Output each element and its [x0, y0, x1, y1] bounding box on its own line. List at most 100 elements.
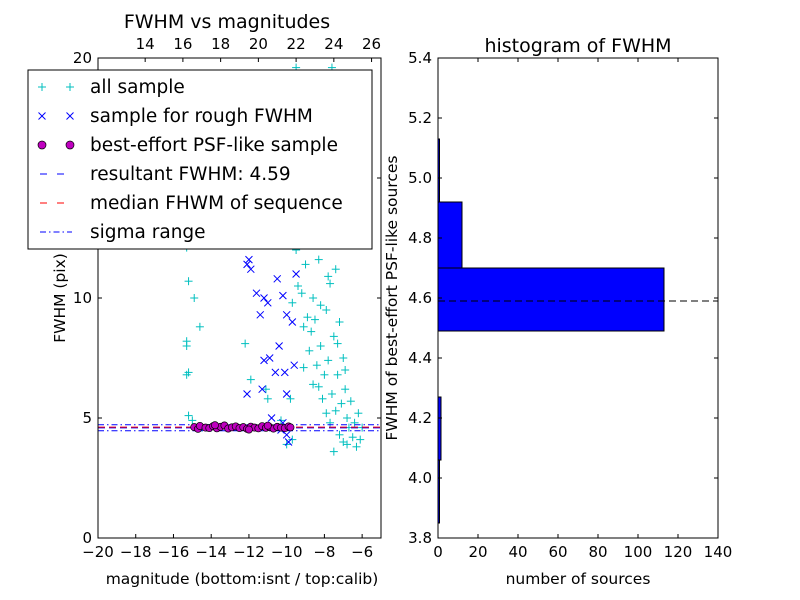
rough-sample-point-b [275, 342, 283, 350]
x-tick-label: −6 [351, 543, 373, 561]
rough-sample-point-b [279, 291, 287, 300]
legend-x-marker [38, 112, 46, 120]
rough-sample-point-b [273, 274, 282, 283]
legend-x-marker [66, 112, 74, 120]
all-sample-point [297, 289, 306, 298]
all-sample-point [329, 447, 338, 456]
all-sample-point [182, 342, 191, 350]
all-sample-point [314, 255, 323, 264]
x-tick-label: −16 [158, 543, 190, 561]
histogram-y-axis-label: FWHM of best-effort PSF-like sources [383, 155, 401, 440]
rough-sample-point-b [258, 385, 266, 394]
all-sample-point [331, 265, 340, 274]
all-sample-point [346, 397, 355, 406]
all-sample-point [348, 433, 357, 442]
all-sample-point [195, 322, 204, 331]
hist-y-tick-label: 4.4 [408, 349, 432, 367]
legend-label: best-effort PSF-like sample [90, 135, 338, 156]
hist-y-tick-label: 3.8 [408, 529, 432, 547]
all-sample-point [288, 298, 297, 307]
rough-sample-point [263, 298, 272, 307]
all-sample-point [309, 380, 318, 389]
all-sample-point [341, 366, 350, 374]
rough-sample-point [282, 430, 291, 439]
top-x-tick-label: 22 [287, 35, 306, 53]
all-sample-point [339, 354, 348, 362]
all-sample-point [331, 406, 340, 415]
legend-label: sigma range [90, 222, 206, 243]
rough-sample-point [271, 368, 280, 377]
legend-circle-marker [65, 140, 75, 150]
x-tick-label: −12 [233, 543, 265, 561]
all-sample-point [188, 416, 197, 425]
hist-x-tick-label: 0 [433, 543, 443, 561]
y-tick-label: 5 [82, 409, 92, 427]
hist-y-tick-label: 4.6 [408, 289, 432, 307]
legend-entry: sigma range [40, 222, 206, 243]
all-sample-point [182, 370, 191, 379]
all-sample-point [327, 390, 336, 398]
histogram-bar [437, 201, 463, 269]
rough-sample-point [282, 310, 291, 319]
all-sample-point [350, 418, 359, 427]
legend-entry: sample for rough FWHM [38, 106, 313, 127]
scatter-legend: all sample sample for rough FWHM best-effo… [27, 69, 373, 250]
all-sample-point [320, 370, 329, 379]
all-sample-point [288, 435, 297, 444]
rough-sample-point-b [256, 310, 265, 319]
all-sample-point [314, 382, 323, 391]
x-tick-label: −14 [195, 543, 227, 561]
legend-entry: resultant FWHM: 4.59 [40, 164, 291, 185]
histogram-x-axis-label: number of sources [506, 570, 651, 588]
best-effort-point [244, 425, 253, 434]
rough-sample-point-b [263, 298, 272, 307]
all-sample-point [341, 385, 350, 394]
legend-circle-marker [37, 140, 47, 150]
scatter-x-axis-label: magnitude (bottom:isnt / top:calib) [106, 570, 379, 588]
rough-sample-point [279, 291, 287, 300]
hist-x-tick-label: 60 [548, 543, 567, 561]
hist-y-tick-label: 4.0 [408, 469, 432, 487]
top-x-tick-label: 20 [249, 35, 268, 53]
all-sample-point [333, 339, 342, 348]
all-sample-point [343, 414, 352, 422]
hist-x-tick-label: 40 [508, 543, 527, 561]
top-x-tick-label: 24 [324, 35, 343, 53]
all-sample-point [335, 318, 344, 326]
all-sample-point [356, 435, 365, 444]
top-x-tick-label: 16 [173, 35, 192, 53]
all-sample-point [343, 440, 352, 449]
rough-sample-point-b [246, 265, 255, 274]
rough-sample-point [284, 438, 293, 446]
hist-x-tick-label: 20 [468, 543, 487, 561]
legend-label: resultant FWHM: 4.59 [90, 164, 291, 185]
rough-sample-point-b [292, 270, 300, 278]
all-sample-point [286, 394, 295, 403]
rough-sample-point-b [243, 260, 251, 269]
rough-sample-point [246, 265, 255, 274]
legend-label: median FHWM of sequence [90, 193, 343, 214]
all-sample-point [329, 332, 338, 341]
legend-entry: all sample [38, 77, 185, 98]
rough-sample-point-b [260, 294, 268, 302]
all-sample-point [322, 409, 331, 418]
all-sample-point [312, 361, 321, 370]
top-x-tick-label: 26 [362, 35, 381, 53]
all-sample-point [241, 339, 250, 348]
rough-sample-point-b [271, 368, 280, 377]
all-sample-point [333, 370, 342, 379]
rough-sample-point-b [282, 310, 291, 319]
legend-box [27, 69, 373, 250]
all-sample-point [261, 385, 270, 394]
rough-sample-point-b [260, 356, 268, 365]
hist-x-tick-label: 120 [664, 543, 693, 561]
all-sample-point [184, 411, 193, 420]
x-tick-label: −18 [120, 543, 152, 561]
histogram-ticks: 0 20 40 60 80 100 120 140 3.8 4.0 4.2 4.4 4.6 4.8 5.0 5… [408, 49, 732, 561]
top-x-tick-label: 14 [136, 35, 155, 53]
histogram-bar [437, 267, 665, 332]
x-tick-label: −20 [82, 543, 114, 561]
hist-y-tick-label: 5.4 [408, 49, 432, 67]
rough-sample-point [282, 390, 291, 398]
rough-sample-point [243, 260, 251, 269]
